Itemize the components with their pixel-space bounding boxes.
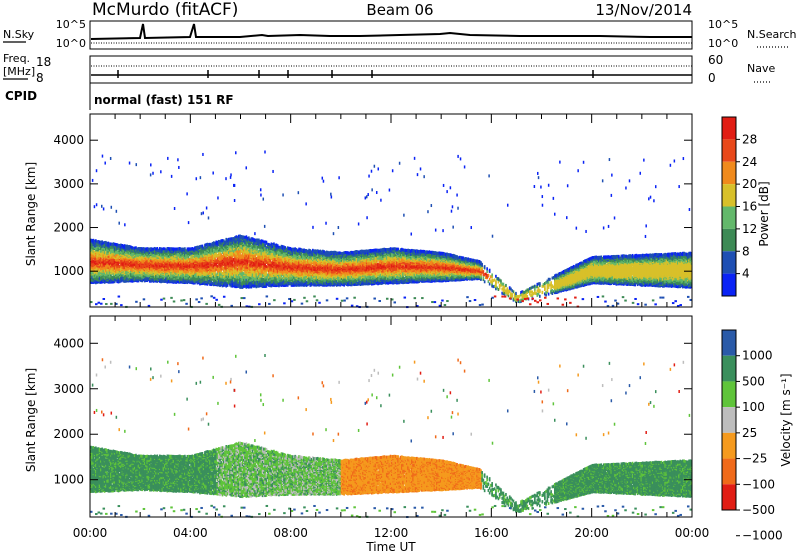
freq-label-line2: [MHz]	[3, 65, 35, 78]
noise-right-tick-high: 10^5	[708, 18, 738, 31]
cpid-mode-text: normal (fast) 151 RF	[94, 93, 234, 107]
noise-left-tick-low: 10^0	[56, 37, 86, 50]
noise-left-label: N.Sky	[3, 28, 35, 41]
freq-panel-frame	[90, 56, 692, 83]
freq-tick-low: 8	[36, 71, 44, 85]
nave-label: Nave	[747, 62, 775, 75]
date-label: 13/Nov/2014	[595, 1, 692, 19]
beam-label: Beam 06	[366, 1, 433, 19]
noise-sky-trace	[91, 24, 692, 39]
nave-tick-high: 60	[708, 53, 723, 67]
power-data-layer	[90, 150, 692, 308]
station-title: McMurdo (fitACF)	[92, 0, 238, 20]
cpid-label: CPID	[5, 89, 37, 103]
noise-right-label: N.Search	[747, 28, 797, 41]
nave-tick-low: 0	[708, 71, 716, 85]
noise-right-tick-low: 10^0	[708, 37, 738, 50]
radar-summary-plot: McMurdo (fitACF) Beam 06 13/Nov/2014 N.S…	[0, 0, 800, 554]
freq-panel: Freq. [MHz] 18 8 60 0 Nave	[3, 52, 775, 85]
freq-tick-high: 18	[36, 55, 51, 69]
freq-spikes	[118, 70, 593, 78]
noise-left-tick-high: 10^5	[56, 18, 86, 31]
noise-panel: N.Sky 10^5 10^0 10^5 10^0 N.Search	[3, 18, 797, 50]
freq-label-line1: Freq.	[3, 52, 30, 65]
